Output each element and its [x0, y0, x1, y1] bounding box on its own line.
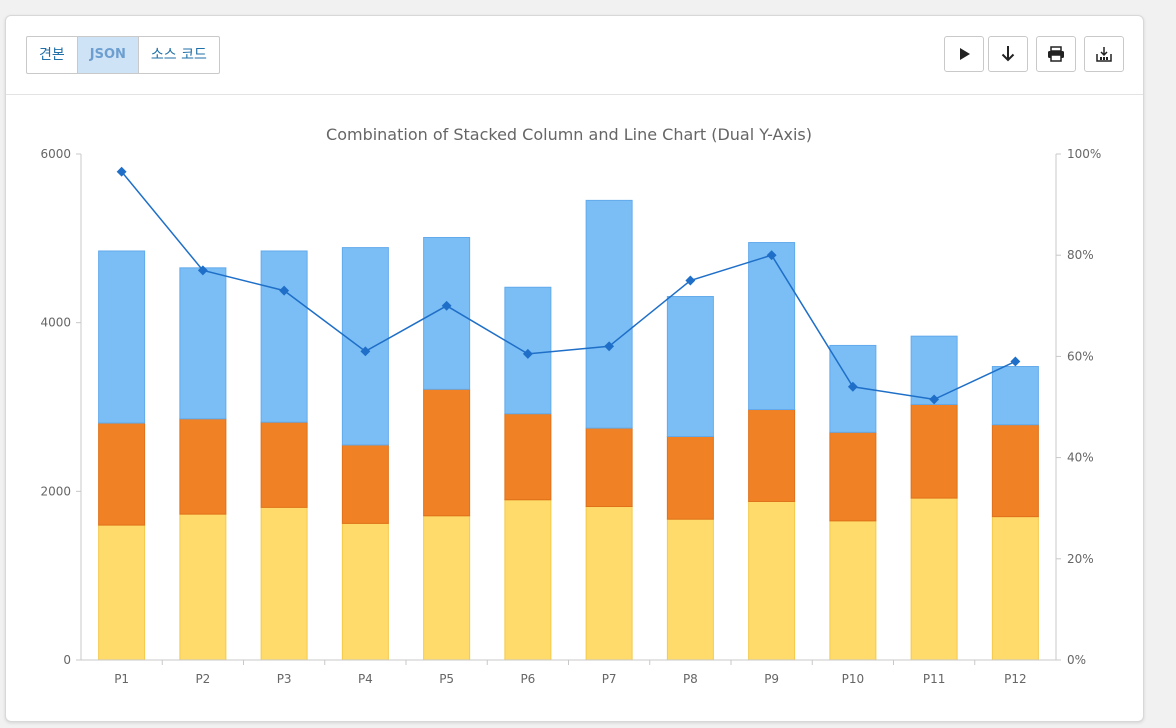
bar-s2-p7 — [585, 427, 633, 508]
bar-s2-p11 — [910, 403, 958, 499]
bar-s2-p6 — [504, 413, 552, 501]
bar-s3-p3 — [260, 250, 308, 423]
bar-s2-p3 — [260, 421, 308, 508]
bars-layer — [98, 199, 1039, 661]
bar-s3-p11 — [910, 335, 958, 405]
export-button[interactable] — [1084, 36, 1124, 72]
bar-s2-p5 — [423, 388, 471, 517]
x-tick-label: P12 — [1004, 672, 1027, 686]
line-point-p2 — [197, 265, 208, 276]
bar-s2-p1 — [98, 422, 146, 526]
right-tick-label: 20% — [1067, 552, 1094, 566]
bar-s1-p7 — [585, 506, 633, 661]
bar-s1-p8 — [666, 518, 714, 661]
download-button[interactable] — [988, 36, 1028, 72]
x-tick-label: P3 — [277, 672, 292, 686]
x-tick-label: P10 — [842, 672, 865, 686]
left-tick-label: 0 — [63, 653, 71, 667]
play-button[interactable] — [944, 36, 984, 72]
toolbar: 견본 JSON 소스 코드 — [6, 16, 1143, 95]
right-tick-label: 0% — [1067, 653, 1086, 667]
line-point-p5 — [441, 300, 452, 311]
bar-s1-p12 — [991, 516, 1039, 661]
x-tick-label: P5 — [439, 672, 454, 686]
left-tick-label: 4000 — [40, 316, 71, 330]
bar-s1-p11 — [910, 497, 958, 661]
print-button[interactable] — [1036, 36, 1076, 72]
line-point-p6 — [522, 348, 533, 359]
bar-s3-p7 — [585, 199, 633, 429]
bar-s1-p2 — [179, 513, 227, 661]
axes-layer: 0 2000 4000 6000 0% 20% 40% 60% 80% 100% P1 P2 P3 P4 P… — [40, 147, 1101, 686]
right-tick-label: 100% — [1067, 147, 1101, 161]
line-point-p12 — [1010, 356, 1021, 367]
bar-s2-p9 — [748, 409, 796, 502]
download-arrow-icon — [1001, 46, 1015, 62]
bar-s1-p3 — [260, 506, 308, 661]
x-tick-label: P6 — [520, 672, 535, 686]
tab-source-code[interactable]: 소스 코드 — [150, 47, 207, 63]
bar-s2-p10 — [829, 431, 877, 522]
x-tick-label: P7 — [602, 672, 617, 686]
x-tick-label: P2 — [195, 672, 210, 686]
export-icon — [1096, 47, 1112, 62]
x-tick-label: P9 — [764, 672, 779, 686]
line-point-p9 — [766, 250, 777, 261]
bar-s1-p10 — [829, 520, 877, 661]
play-icon — [960, 48, 970, 60]
tool-buttons — [944, 36, 1124, 72]
line-point-p8 — [685, 275, 696, 286]
line-point-p7 — [604, 341, 615, 352]
bar-s2-p8 — [666, 436, 714, 520]
right-tick-label: 40% — [1067, 451, 1094, 465]
bar-s2-p12 — [991, 424, 1039, 518]
x-tick-label: P11 — [923, 672, 946, 686]
bar-s1-p5 — [423, 515, 471, 661]
right-tick-label: 60% — [1067, 349, 1094, 363]
chart-card: 견본 JSON 소스 코드 — [5, 15, 1144, 722]
bar-s1-p9 — [748, 500, 796, 661]
bar-s3-p8 — [666, 296, 714, 438]
left-tick-label: 2000 — [40, 484, 71, 498]
bar-s3-p4 — [341, 247, 389, 446]
bar-s3-p5 — [423, 236, 471, 390]
x-tick-label: P8 — [683, 672, 698, 686]
print-icon — [1048, 46, 1064, 62]
combo-chart: Combination of Stacked Column and Line C… — [40, 125, 1101, 686]
line-point-p10 — [847, 381, 858, 392]
line-series — [121, 171, 1016, 401]
bar-s2-p2 — [179, 418, 227, 515]
tab-json[interactable]: JSON — [77, 37, 139, 73]
line-point-p11 — [929, 394, 940, 405]
bar-s3-p1 — [98, 250, 146, 424]
bar-s3-p9 — [748, 242, 796, 411]
bar-s3-p2 — [179, 267, 227, 420]
line-point-p1 — [116, 166, 127, 177]
tab-sample[interactable]: 견본 — [27, 37, 78, 73]
bar-s3-p12 — [991, 366, 1039, 426]
x-tick-label: P4 — [358, 672, 373, 686]
bar-s2-p4 — [341, 444, 389, 524]
bar-s1-p1 — [98, 524, 146, 661]
bar-s1-p6 — [504, 499, 552, 661]
bar-s1-p4 — [341, 522, 389, 661]
line-layer — [116, 166, 1021, 405]
right-tick-label: 80% — [1067, 248, 1094, 262]
view-tabs: 견본 JSON 소스 코드 — [26, 36, 220, 74]
left-tick-label: 6000 — [40, 147, 71, 161]
chart-title: Combination of Stacked Column and Line C… — [326, 125, 812, 144]
x-tick-label: P1 — [114, 672, 129, 686]
